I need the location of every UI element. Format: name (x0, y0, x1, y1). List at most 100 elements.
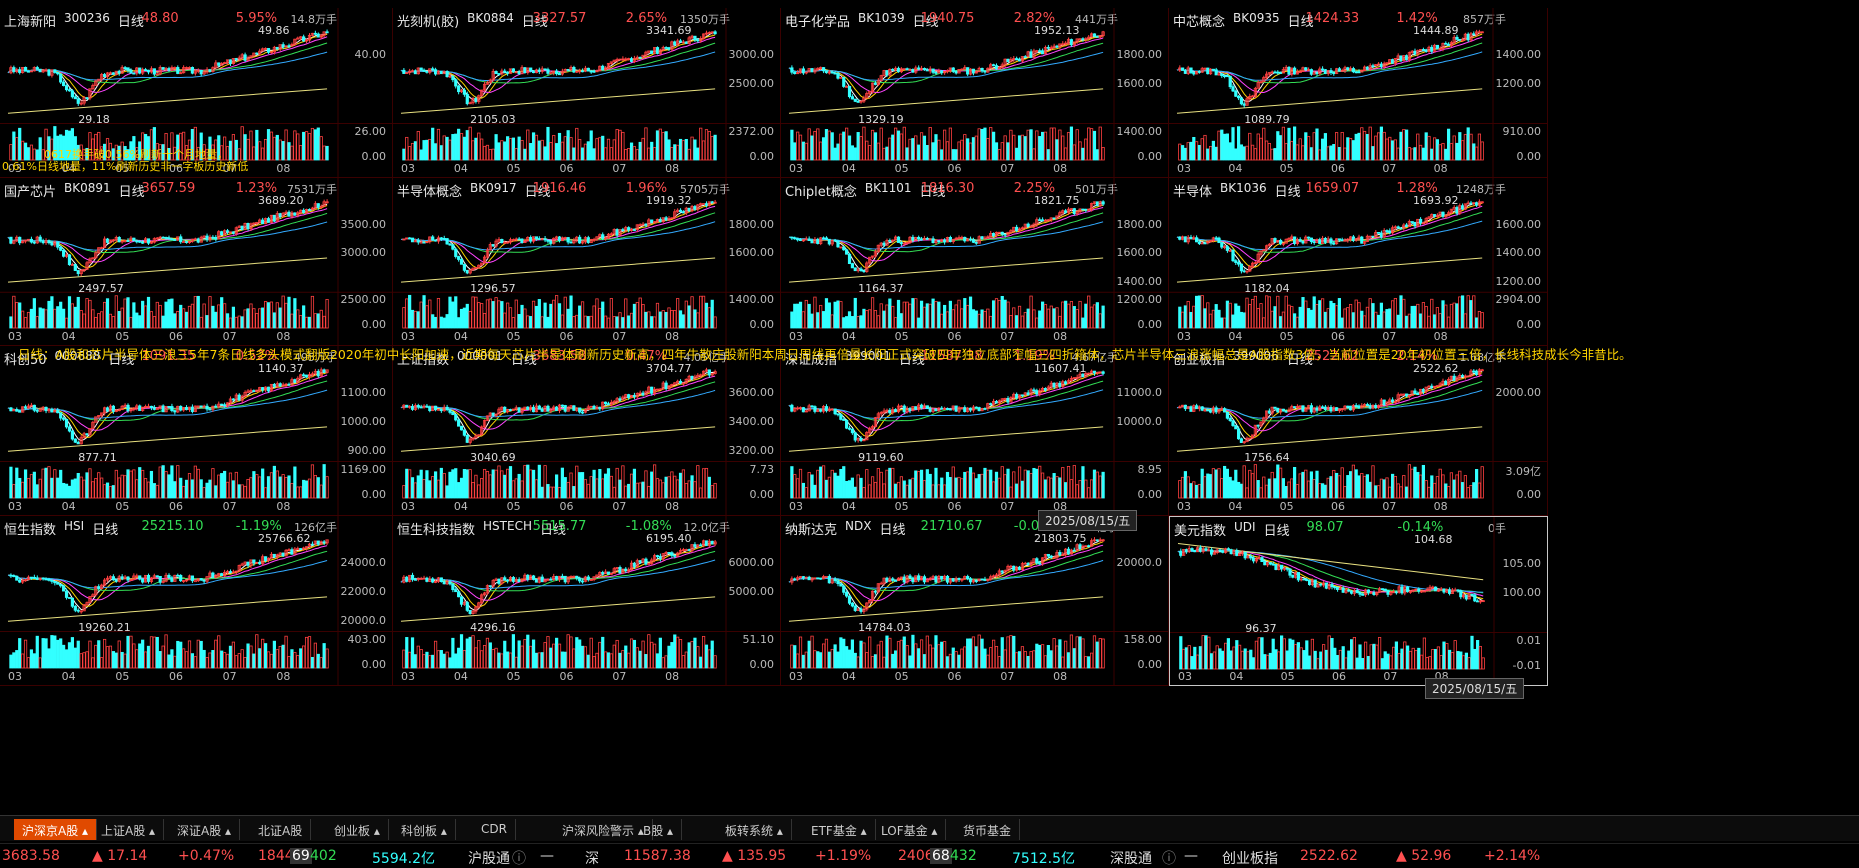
volume-bar (527, 130, 529, 160)
candlestick-chart[interactable] (1169, 346, 1548, 516)
period-high-label: 2522.62 (1413, 362, 1459, 375)
candle-body (133, 73, 135, 74)
volume-bar (1249, 470, 1251, 498)
volume-bar (700, 296, 702, 328)
candle-body (555, 71, 557, 74)
volume-bar (95, 317, 97, 328)
candlestick-chart[interactable] (781, 8, 1169, 178)
candle-body (923, 68, 925, 69)
candle-body (694, 545, 696, 547)
volume-bar (141, 301, 143, 328)
candlestick-chart[interactable] (781, 178, 1169, 346)
volume-bar (1321, 139, 1323, 160)
volume-bar (127, 298, 129, 328)
candlestick-chart[interactable] (0, 346, 393, 516)
candlestick-chart[interactable] (393, 516, 781, 686)
volume-bar (553, 135, 555, 160)
volume-bar (498, 301, 500, 328)
volume-bar (825, 299, 827, 328)
volume-bar (469, 470, 471, 498)
moving-average-line (789, 52, 1103, 80)
volume-bar (489, 149, 491, 160)
moving-average-line (1177, 203, 1482, 267)
candle-body (1274, 238, 1276, 242)
axis-tick-label: 2372.00 (729, 125, 775, 138)
volume-bar (1436, 140, 1438, 160)
volume-bar (817, 313, 819, 328)
volume-bar (1030, 130, 1032, 160)
volume-bar (206, 316, 208, 328)
candle-body (671, 553, 673, 556)
volume-bar (679, 311, 681, 328)
candlestick-chart[interactable] (1169, 178, 1548, 346)
candle-body (576, 576, 578, 578)
axis-tick-label: 1000.00 (341, 415, 387, 428)
candle-body (992, 65, 994, 66)
candle-body (1277, 72, 1279, 73)
volume-bar (1417, 134, 1419, 160)
volume-bar (478, 302, 480, 328)
candlestick-chart[interactable] (0, 178, 393, 346)
candle-body (1015, 59, 1017, 60)
volume-bar (651, 142, 653, 160)
candlestick-chart[interactable] (781, 346, 1169, 516)
volume-bar (1027, 309, 1029, 328)
volume-bar (191, 654, 193, 668)
candlestick-chart[interactable] (393, 178, 781, 346)
volume-bar (837, 301, 839, 328)
candlestick-chart[interactable] (393, 8, 781, 178)
candle-body (1411, 222, 1413, 223)
candle-body (42, 578, 44, 579)
candle-body (1405, 394, 1407, 396)
volume-bar (297, 134, 299, 160)
candlestick-chart[interactable] (393, 346, 781, 516)
candlestick-chart[interactable] (781, 516, 1169, 686)
volume-bar (403, 650, 405, 668)
volume-bar (414, 483, 416, 498)
volume-bar (578, 473, 580, 498)
volume-bar (906, 148, 908, 160)
volume-bar (1251, 145, 1253, 160)
period-high-label: 6195.40 (646, 532, 692, 545)
volume-bar (267, 477, 269, 498)
candle-body (691, 376, 693, 379)
chart-panel-ndx[interactable]: 纳斯达克NDX日线21710.67-0.01%82.8亿手21803.75147… (781, 516, 1169, 686)
volume-bar (118, 641, 120, 668)
candle-body (1293, 68, 1295, 74)
volume-bar (711, 485, 713, 498)
volume-bar (708, 308, 710, 328)
volume-bar (805, 488, 807, 498)
axis-tick-label: 3000.00 (729, 48, 775, 61)
volume-bar (1422, 465, 1424, 498)
candle-body (434, 240, 436, 241)
volume-bar (106, 647, 108, 668)
volume-bar (1237, 127, 1239, 160)
volume-bar (1310, 148, 1312, 160)
candle-body (992, 233, 994, 235)
volume-bar (639, 483, 641, 498)
volume-bar (244, 310, 246, 328)
volume-bar (1282, 127, 1284, 160)
candlestick-chart[interactable] (0, 516, 393, 686)
volume-bar (311, 657, 313, 668)
candlestick-chart[interactable] (1169, 8, 1548, 178)
volume-bar (917, 318, 919, 328)
volume-bar (602, 136, 604, 160)
month-label: 05 (895, 162, 909, 175)
candle-body (1082, 39, 1084, 40)
volume-bar (486, 145, 488, 160)
moving-average-line (1177, 371, 1482, 440)
